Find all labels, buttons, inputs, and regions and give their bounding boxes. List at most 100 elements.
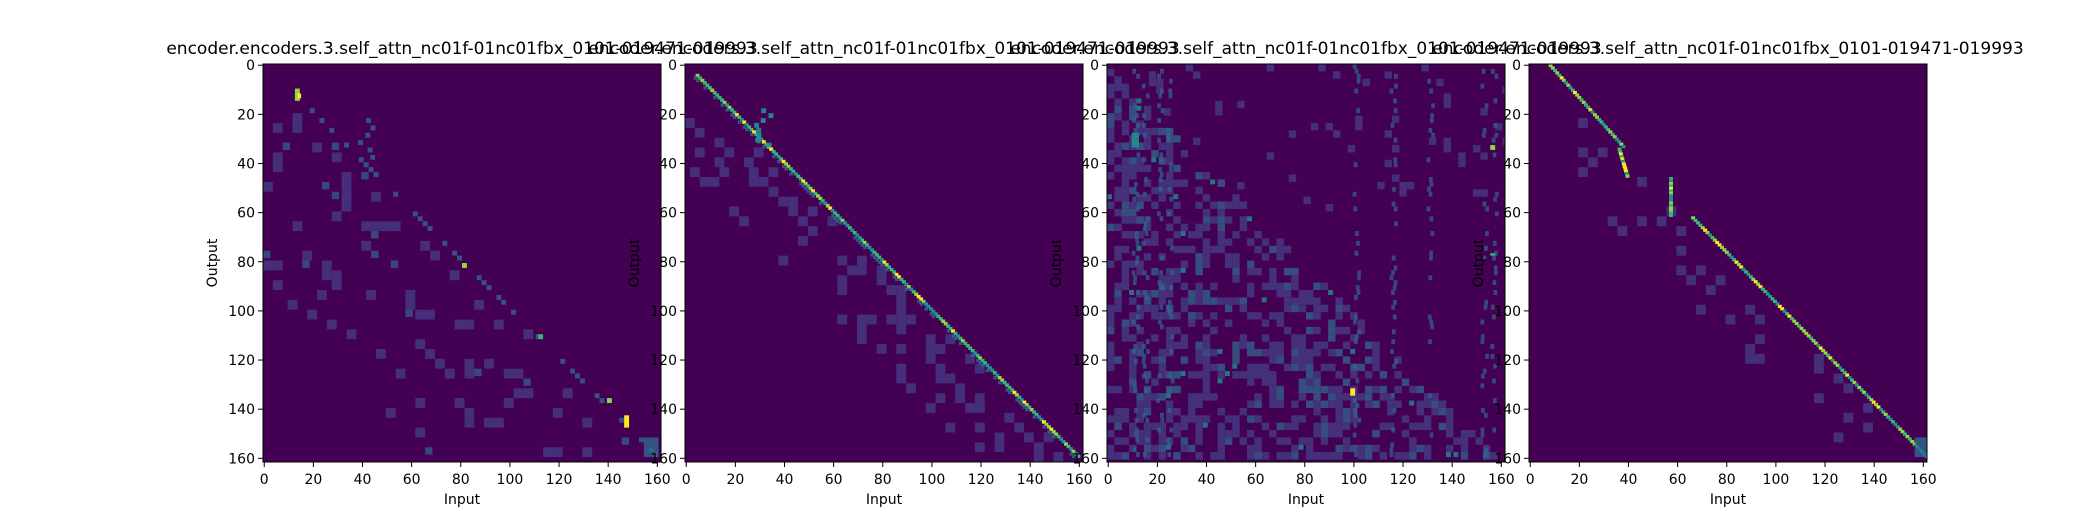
heatmap-cell bbox=[1430, 324, 1434, 330]
heatmap-cell bbox=[1188, 415, 1196, 423]
heatmap-cell bbox=[1881, 410, 1886, 414]
heatmap-cell bbox=[412, 211, 418, 217]
heatmap-cell bbox=[1753, 280, 1758, 284]
heatmap-cell bbox=[1232, 231, 1240, 239]
heatmap-cell bbox=[1696, 304, 1706, 315]
heatmap-cell bbox=[874, 253, 879, 257]
heatmap-cell bbox=[1027, 405, 1032, 409]
heatmap-cell bbox=[1276, 253, 1284, 261]
heatmap-cell bbox=[1787, 314, 1792, 318]
heatmap-cell bbox=[1313, 304, 1321, 313]
heatmap-cell bbox=[745, 127, 749, 132]
heatmap-cell bbox=[1232, 415, 1240, 423]
heatmap-cell bbox=[985, 368, 990, 373]
heatmap-cell bbox=[1453, 452, 1459, 458]
heatmap-cell bbox=[978, 356, 983, 360]
heatmap-cell bbox=[1129, 334, 1137, 342]
heatmap-cell bbox=[1416, 422, 1424, 431]
heatmap-cell bbox=[464, 358, 475, 369]
heatmap-cell bbox=[1495, 191, 1499, 197]
heatmap-cell bbox=[1328, 348, 1336, 357]
heatmap-cell bbox=[638, 437, 644, 443]
heatmap-cell bbox=[1129, 164, 1137, 173]
heatmap-cell bbox=[710, 88, 715, 93]
heatmap-cell bbox=[1276, 238, 1284, 246]
heatmap-cell bbox=[1107, 385, 1115, 394]
heatmap-cell bbox=[1617, 140, 1622, 144]
heatmap-cell bbox=[1468, 430, 1476, 438]
heatmap-cell bbox=[1129, 312, 1137, 320]
heatmap-cell bbox=[732, 115, 737, 120]
heatmap-cell bbox=[1903, 432, 1907, 436]
heatmap-cell bbox=[1782, 309, 1787, 313]
heatmap-cell bbox=[1202, 172, 1211, 180]
heatmap-cell bbox=[941, 319, 946, 323]
heatmap-cell bbox=[1335, 444, 1343, 453]
heatmap-cell bbox=[1000, 378, 1005, 382]
heatmap-cell bbox=[1482, 368, 1487, 374]
heatmap-cell bbox=[1158, 167, 1162, 173]
heatmap-cell bbox=[876, 275, 887, 286]
x-tick-label: 0 bbox=[260, 472, 269, 488]
y-tick-label: 40 bbox=[1081, 157, 1099, 173]
heatmap-cell bbox=[1158, 393, 1166, 401]
y-tick-label: 160 bbox=[228, 451, 255, 467]
heatmap-cell bbox=[1401, 452, 1410, 460]
x-tick-label: 60 bbox=[1247, 472, 1265, 488]
heatmap-cell bbox=[1033, 452, 1044, 462]
heatmap-cell bbox=[719, 167, 730, 178]
heatmap-cell bbox=[720, 103, 725, 107]
heatmap-cell bbox=[761, 108, 767, 114]
heatmap-cell bbox=[1494, 250, 1498, 256]
heatmap-cell bbox=[1354, 250, 1359, 256]
heatmap-cell bbox=[1133, 383, 1137, 389]
heatmap-cell bbox=[292, 221, 303, 232]
heatmap-cell bbox=[1830, 358, 1835, 362]
heatmap-cell bbox=[1866, 395, 1871, 399]
heatmap-cell bbox=[801, 184, 806, 188]
heatmap-cell bbox=[1357, 270, 1362, 276]
y-tick-label: 120 bbox=[228, 353, 255, 369]
heatmap-cell bbox=[870, 253, 874, 257]
heatmap-cell bbox=[1328, 385, 1336, 394]
heatmap-cell bbox=[1165, 290, 1174, 298]
y-axis-label: Output bbox=[1471, 238, 1487, 287]
y-tick-label: 160 bbox=[650, 451, 677, 467]
heatmap-cell bbox=[481, 280, 487, 286]
heatmap-cell bbox=[970, 348, 975, 353]
heatmap-cell bbox=[1298, 415, 1306, 423]
heatmap-cell bbox=[1428, 127, 1433, 133]
heatmap-cell bbox=[1401, 378, 1410, 386]
heatmap-cell bbox=[1409, 422, 1417, 431]
heatmap-cell bbox=[1151, 378, 1159, 386]
heatmap-cell bbox=[1143, 400, 1152, 408]
heatmap-cell bbox=[1114, 142, 1122, 150]
heatmap-cell bbox=[876, 265, 887, 276]
x-tick-label: 160 bbox=[1488, 472, 1515, 488]
heatmap-cell bbox=[776, 154, 781, 159]
heatmap-cell bbox=[700, 78, 705, 83]
heatmap-cell bbox=[815, 194, 820, 198]
heatmap-cell bbox=[1485, 231, 1489, 236]
heatmap-cell bbox=[1291, 334, 1299, 342]
y-tick-label: 0 bbox=[246, 58, 255, 74]
heatmap-cell bbox=[1237, 181, 1245, 190]
y-axis-label: Output bbox=[1049, 238, 1065, 287]
heatmap-cell bbox=[1064, 442, 1069, 446]
heatmap-cell bbox=[1575, 93, 1580, 97]
heatmap-cell bbox=[1114, 282, 1122, 291]
heatmap-cell bbox=[1173, 216, 1181, 224]
heatmap-cell bbox=[1485, 206, 1489, 212]
heatmap-cell bbox=[1669, 206, 1673, 210]
heatmap-cell bbox=[1132, 447, 1137, 453]
heatmap-cell bbox=[1168, 388, 1173, 394]
heatmap-cell bbox=[1490, 353, 1495, 359]
heatmap-cell bbox=[1195, 430, 1203, 438]
heatmap-cell bbox=[1357, 319, 1365, 327]
heatmap-cell bbox=[1393, 280, 1398, 286]
y-tick-label: 0 bbox=[1090, 58, 1099, 74]
heatmap-cell bbox=[1170, 378, 1175, 384]
heatmap-cell bbox=[1160, 412, 1164, 418]
heatmap-cell bbox=[1173, 385, 1181, 394]
heatmap-cell bbox=[1143, 127, 1152, 136]
